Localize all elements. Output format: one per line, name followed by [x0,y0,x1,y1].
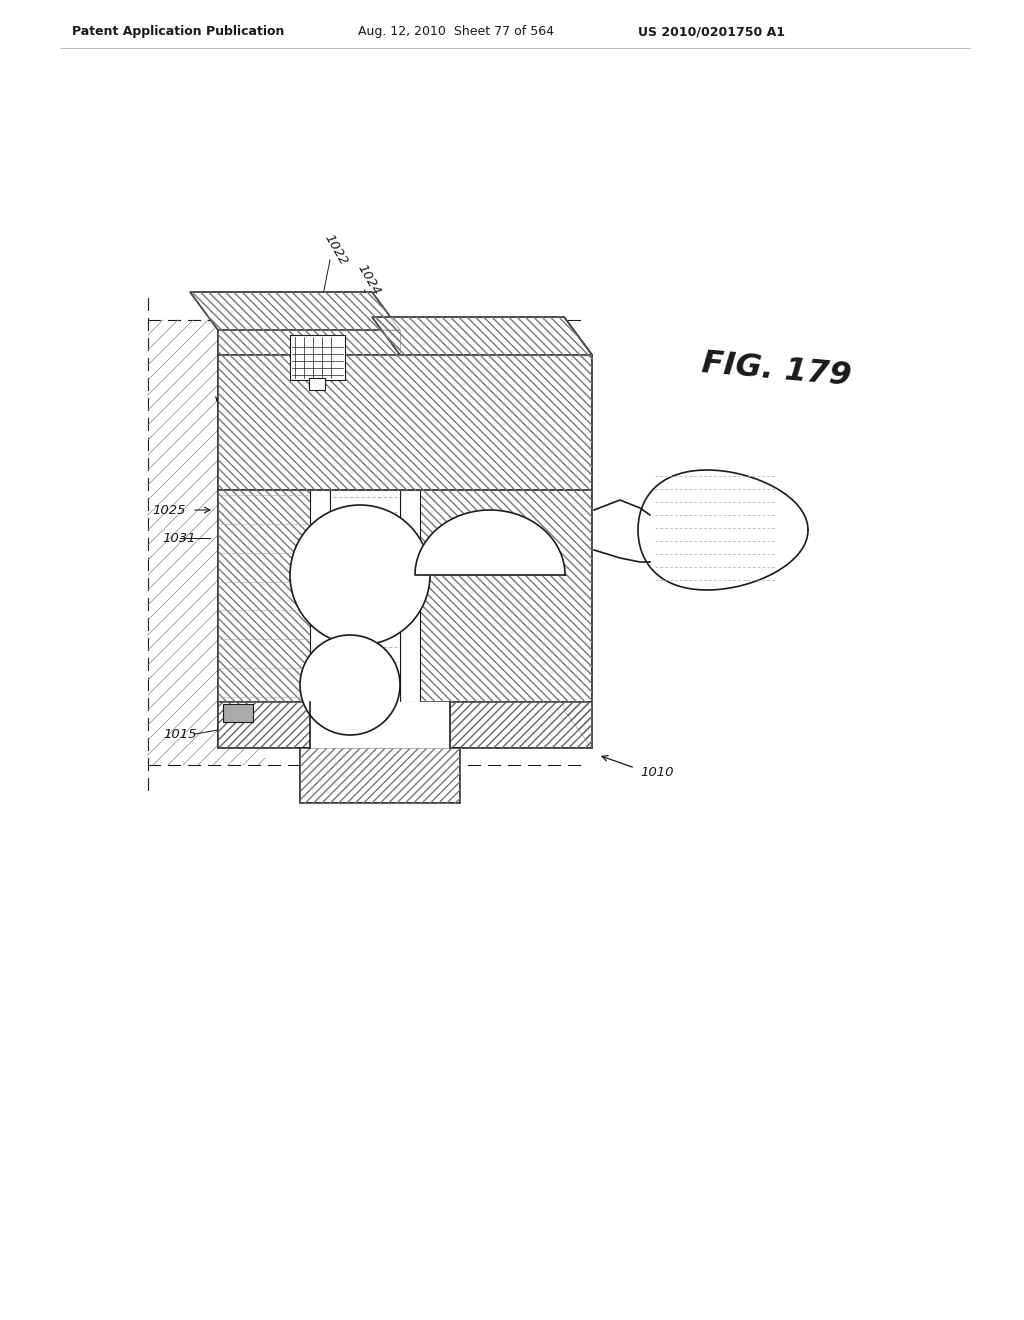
Polygon shape [218,702,592,748]
Text: Patent Application Publication: Patent Application Publication [72,25,285,38]
Polygon shape [218,490,592,702]
Text: 1025: 1025 [152,503,185,516]
Text: FIG. 179: FIG. 179 [700,348,852,392]
Text: 1027: 1027 [233,341,254,376]
Polygon shape [218,330,400,355]
Polygon shape [310,490,330,702]
Polygon shape [190,292,400,330]
Text: 1031: 1031 [162,532,196,544]
Text: 1022: 1022 [322,232,350,268]
Polygon shape [310,702,450,748]
Text: 1031: 1031 [453,714,486,726]
Text: 1028: 1028 [553,444,587,457]
Polygon shape [400,490,420,702]
Polygon shape [638,470,808,590]
Polygon shape [564,451,592,702]
Bar [300,748,460,803]
Text: 1017: 1017 [210,392,231,428]
Text: 1010: 1010 [640,766,674,779]
Text: 1011: 1011 [530,583,563,597]
Text: 1015: 1015 [163,727,197,741]
Polygon shape [564,664,592,748]
Bar [290,335,345,380]
Text: 1024: 1024 [355,263,383,298]
Polygon shape [415,510,565,576]
Circle shape [290,506,430,645]
Bar [223,704,253,722]
Bar [309,378,325,389]
Polygon shape [372,317,592,355]
Text: US 2010/0201750 A1: US 2010/0201750 A1 [638,25,785,38]
Text: 1020: 1020 [240,312,261,348]
Text: 1018: 1018 [220,366,242,401]
Text: Aug. 12, 2010  Sheet 77 of 564: Aug. 12, 2010 Sheet 77 of 564 [358,25,554,38]
Polygon shape [218,355,592,490]
Polygon shape [564,317,592,490]
Text: 1012: 1012 [498,544,531,557]
Circle shape [300,635,400,735]
Polygon shape [330,490,400,702]
